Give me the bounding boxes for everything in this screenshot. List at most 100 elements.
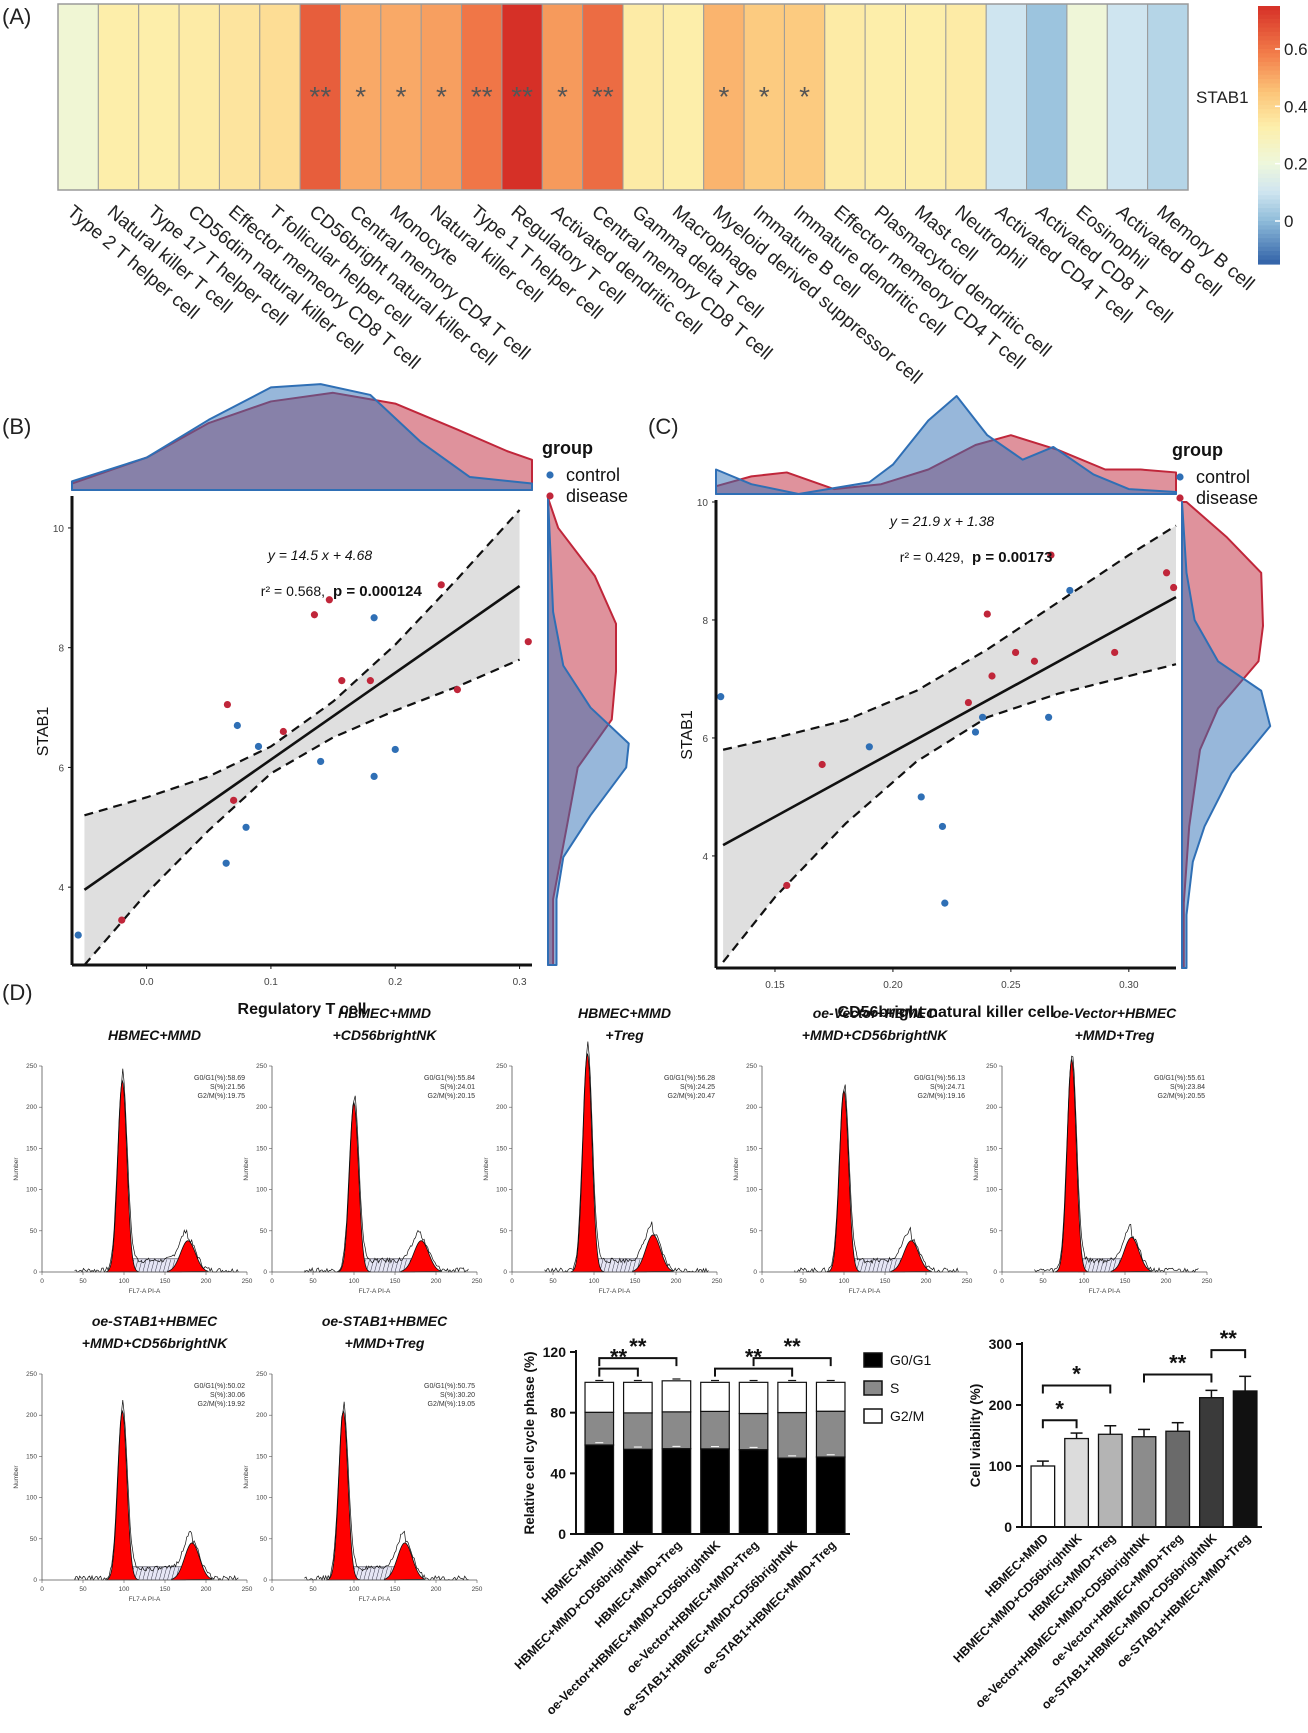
- bar-segment-g0g1: [738, 1449, 769, 1535]
- heatmap-cell: [1066, 3, 1108, 191]
- colorbar-segment: [1258, 225, 1280, 231]
- control-point: [391, 745, 399, 754]
- disease-point: [230, 796, 238, 804]
- regression-line: [722, 595, 1177, 847]
- histogram-y-tick-label: 250: [26, 1063, 37, 1070]
- colorbar-tick-label: 0: [1284, 212, 1293, 231]
- y-tick-label: 8: [58, 644, 64, 655]
- histogram-x-tick-label: 150: [160, 1278, 171, 1285]
- heatmap-cell: [1147, 3, 1189, 191]
- histogram-y-tick-label: 100: [256, 1495, 267, 1502]
- histogram-y-tick-label: 0: [263, 1577, 267, 1584]
- histogram-x-tick-label: 200: [671, 1278, 682, 1285]
- colorbar-segment: [1258, 135, 1280, 140]
- g0g1-peak: [337, 1101, 371, 1273]
- histogram-x-tick-label: 200: [1161, 1278, 1172, 1285]
- histogram-y-tick-label: 100: [496, 1187, 507, 1194]
- colorbar-segment: [1258, 139, 1280, 145]
- colorbar-segment: [1258, 238, 1280, 244]
- bar-segment-g0g1: [700, 1448, 730, 1535]
- significance-mark: *: [355, 81, 366, 112]
- histogram-y-tick-label: 50: [750, 1228, 758, 1235]
- colorbar-segment: [1258, 143, 1280, 149]
- heatmap-cell: [864, 3, 907, 191]
- histogram-y-tick-label: 0: [263, 1269, 267, 1276]
- g0g1-percentage: G0/G1(%):56.28: [664, 1075, 715, 1082]
- s-percentage: S(%):30.20: [440, 1392, 475, 1399]
- colorbar-segment: [1258, 6, 1280, 11]
- viability-bar: [1030, 1465, 1056, 1528]
- colorbar-segment: [1258, 169, 1280, 175]
- histogram-x-tick-label: 250: [472, 1278, 483, 1285]
- raw-histogram-outline: [304, 1401, 469, 1581]
- s-phase-hatch: [359, 1567, 364, 1581]
- significance-bracket: [1041, 1419, 1078, 1429]
- colorbar-segment: [1258, 255, 1280, 261]
- colorbar-segment: [1258, 221, 1280, 226]
- y-axis-label: STAB1: [35, 707, 52, 757]
- raw-histogram-outline: [74, 1068, 239, 1273]
- colorbar-segment: [1258, 229, 1280, 235]
- histogram-y-tick-label: 0: [753, 1269, 757, 1276]
- colorbar-segment: [1258, 156, 1280, 162]
- significance-label: **: [1169, 1351, 1187, 1376]
- s-phase-hatch: [398, 1259, 403, 1273]
- colorbar-segment: [1258, 49, 1280, 54]
- confidence-upper-line: [722, 524, 1177, 751]
- bar-segment-s: [661, 1411, 692, 1450]
- y-tick-label: 10: [697, 498, 709, 509]
- y-axis-label: STAB1: [679, 710, 696, 760]
- heatmap-cell: [501, 3, 543, 191]
- s-phase-hatch: [375, 1567, 380, 1581]
- bar-segment-g0g1: [777, 1457, 808, 1535]
- legend-control-label: control: [566, 465, 620, 485]
- s-phase-hatch: [611, 1259, 616, 1273]
- histogram-title: +MMD+Treg: [1075, 1027, 1155, 1043]
- scatter-panel-b: 0.0 0.1 0.2 0.3 4 6 8 10 Regulatory T cell STAB1 y…: [35, 383, 630, 1018]
- colorbar-segment: [1258, 182, 1280, 188]
- colorbar-segment: [1258, 70, 1280, 76]
- histogram-y-tick-label: 100: [26, 1187, 37, 1194]
- raw-histogram-outline: [544, 1041, 709, 1274]
- s-phase-hatch: [607, 1259, 612, 1273]
- histogram-x-tick-label: 100: [839, 1278, 850, 1285]
- bar-segment-s: [815, 1410, 846, 1458]
- g2m-percentage: G2/M(%):19.92: [198, 1401, 246, 1408]
- x-tick-label: 0.25: [1001, 980, 1021, 991]
- bar-segment-g0g1: [815, 1456, 846, 1535]
- histogram-x-tick-label: 250: [472, 1586, 483, 1593]
- heatmap-cell: [582, 3, 624, 191]
- significance-mark: *: [799, 81, 810, 112]
- control-point: [917, 793, 925, 801]
- colorbar-segment: [1258, 251, 1280, 256]
- disease-point: [1011, 648, 1020, 657]
- viability-bar: [1232, 1390, 1258, 1528]
- disease-point: [524, 638, 532, 646]
- disease-point: [988, 672, 996, 680]
- s-percentage: S(%):24.01: [440, 1084, 475, 1091]
- histogram-y-tick-label: 200: [496, 1104, 507, 1111]
- significance-mark: *: [718, 81, 729, 112]
- g2m-peak: [890, 1240, 932, 1273]
- colorbar-segment: [1258, 74, 1280, 80]
- heatmap-cell: [178, 3, 220, 191]
- histogram-title: HBMEC+MMD: [108, 1027, 201, 1043]
- x-tick-label: 0.0: [140, 977, 154, 988]
- bar-segment-g0g1: [584, 1444, 615, 1535]
- histogram-y-tick-label: 50: [990, 1228, 998, 1235]
- s-percentage: S(%):21.56: [210, 1084, 245, 1091]
- histogram-y-tick-label: 150: [746, 1145, 757, 1152]
- bar-segment-g2m: [700, 1381, 730, 1412]
- viability-bar: [1198, 1397, 1224, 1528]
- g0g1-peak: [570, 1053, 604, 1273]
- s-phase-hatch: [363, 1567, 368, 1581]
- y-tick-label: 8: [702, 616, 708, 627]
- histogram-y-tick-label: 200: [26, 1104, 37, 1111]
- bar-segment-s: [622, 1412, 653, 1450]
- colorbar-segment: [1258, 96, 1280, 102]
- s-phase-region: [360, 1258, 415, 1273]
- s-phase-hatch: [872, 1259, 877, 1273]
- histogram-x-tick-label: 100: [349, 1278, 360, 1285]
- colorbar-segment: [1258, 152, 1280, 158]
